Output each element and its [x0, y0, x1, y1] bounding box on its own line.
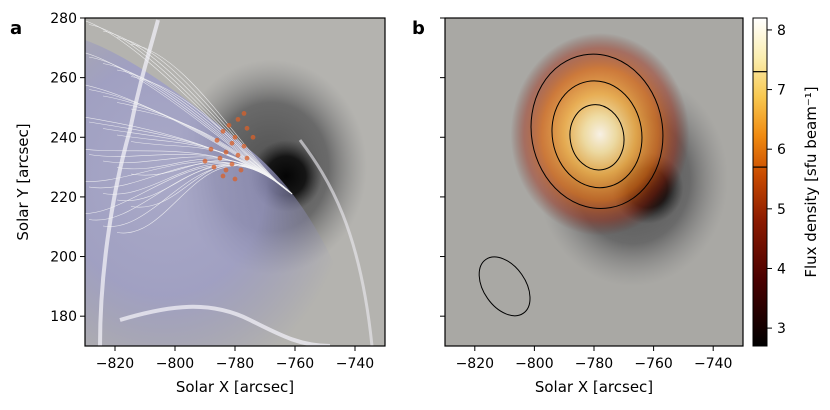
field-line — [102, 165, 293, 227]
bright-loop-left — [98, 19, 160, 346]
panel-b: −820 −800 −780 −760 −740 Solar X [arcsec] b — [412, 17, 744, 396]
radio-source-heatmap — [510, 32, 690, 236]
purple-extrapolation-region — [85, 40, 350, 346]
colorbar-tick-label: 5 — [777, 202, 786, 218]
source-dot — [223, 167, 229, 173]
panel-b-label: b — [412, 18, 425, 39]
panel-b-x-ticks: −820 −800 −780 −760 −740 — [456, 346, 732, 372]
colorbar-tick-label: 3 — [777, 321, 786, 337]
x-tick-label: −760 — [634, 356, 672, 372]
y-tick-label: 180 — [50, 309, 77, 325]
panel-a-y-axis-label: Solar Y [arcsec] — [14, 123, 32, 240]
panel-a-y-ticks: 180 200 220 240 260 280 — [50, 11, 85, 325]
source-dot — [238, 167, 244, 173]
source-dot — [241, 111, 247, 116]
panel-a: −820 −800 −780 −760 −740 180200220240260280 … — [10, 11, 386, 396]
magnetic-field-lines — [85, 20, 293, 234]
source-dot — [202, 158, 208, 164]
colorbar-frame — [752, 17, 768, 347]
bright-loop-right — [298, 139, 374, 346]
panel-a-label: a — [10, 18, 22, 39]
colorbar: 3 4 5 6 7 8 Flux density [sfu beam⁻¹] — [752, 17, 820, 347]
source-dot — [220, 173, 226, 179]
source-dot — [211, 164, 217, 170]
source-dot — [244, 155, 250, 161]
panel-b-y-ticks — [440, 17, 445, 317]
panel-a-image — [85, 18, 385, 346]
contour-line — [530, 53, 664, 210]
flux-contours — [530, 53, 664, 210]
x-tick-label: −760 — [276, 356, 314, 372]
colorbar-gradient — [753, 18, 767, 346]
source-dot — [226, 122, 232, 128]
colorbar-ticks: 3 4 5 6 7 8 — [767, 23, 786, 337]
colorbar-tick-label: 7 — [777, 83, 786, 99]
colorbar-tick-label: 6 — [777, 142, 786, 158]
panel-b-x-axis-label: Solar X [arcsec] — [535, 378, 653, 396]
x-tick-label: −820 — [96, 356, 134, 372]
source-dot — [232, 134, 238, 140]
x-tick-label: −820 — [456, 356, 494, 372]
panel-a-x-axis-label: Solar X [arcsec] — [176, 378, 294, 396]
y-tick-label: 260 — [50, 71, 77, 87]
source-dot — [235, 152, 241, 158]
source-dot — [250, 134, 256, 140]
contour-line — [551, 80, 643, 189]
x-tick-label: −740 — [336, 356, 374, 372]
beam-ellipse — [478, 256, 531, 317]
x-tick-label: −800 — [156, 356, 194, 372]
field-line — [130, 76, 293, 195]
field-line — [116, 165, 293, 234]
bright-loop-lower — [119, 304, 331, 346]
source-dot — [217, 155, 223, 161]
source-dot — [229, 161, 235, 167]
field-line — [88, 165, 293, 221]
source-positions — [202, 111, 256, 182]
x-tick-label: −780 — [216, 356, 254, 372]
colorbar-tick-label: 4 — [777, 261, 786, 277]
panel-b-image — [445, 18, 743, 346]
field-line — [130, 43, 293, 195]
colorbar-label: Flux density [sfu beam⁻¹] — [802, 86, 820, 277]
panel-a-x-ticks: −820 −800 −780 −760 −740 — [96, 346, 374, 372]
source-dot — [208, 146, 214, 152]
source-dot — [229, 140, 235, 146]
source-dot — [232, 176, 238, 182]
y-tick-label: 240 — [50, 130, 77, 146]
source-dot — [214, 137, 220, 143]
source-dot — [220, 128, 226, 134]
colorbar-contour-levels — [753, 71, 767, 168]
source-dot — [235, 116, 241, 122]
source-dot — [244, 125, 250, 131]
source-dot — [223, 149, 229, 155]
y-tick-label: 220 — [50, 190, 77, 206]
field-line — [85, 164, 293, 214]
contour-line — [569, 104, 625, 171]
y-tick-label: 200 — [50, 250, 77, 266]
x-tick-label: −740 — [694, 356, 732, 372]
y-tick-label: 280 — [50, 11, 77, 27]
x-tick-label: −800 — [515, 356, 553, 372]
colorbar-tick-label: 8 — [777, 23, 786, 39]
source-dot — [241, 143, 247, 149]
x-tick-label: −780 — [575, 356, 613, 372]
